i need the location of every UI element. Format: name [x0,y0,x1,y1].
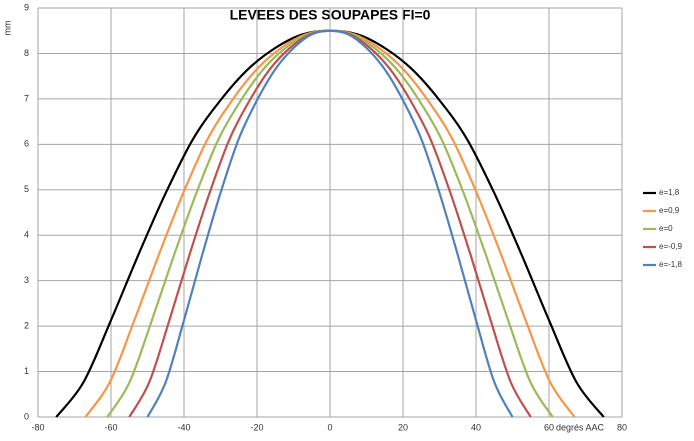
legend-label: e=1,8 [659,188,680,197]
y-axis-label: mm [2,21,12,36]
x-tick-label: 20 [398,422,408,432]
legend-label: e=0 [659,224,673,233]
x-tick-label: -60 [104,422,117,432]
y-tick-label: 8 [24,48,29,58]
series-line [146,29,514,418]
x-tick-label: -40 [177,422,190,432]
x-tick-label: -20 [250,422,263,432]
y-tick-label: 0 [24,411,29,421]
y-tick-label: 1 [24,366,29,376]
y-tick-label: 9 [24,2,29,12]
y-tick-label: 2 [24,320,29,330]
legend-label: e=0,9 [659,206,680,215]
y-tick-label: 3 [24,275,29,285]
y-tick-label: 5 [24,184,29,194]
x-tick-label: 40 [471,422,481,432]
x-tick-label: 80 [617,422,627,432]
x-tick-label: 60 [544,422,554,432]
y-tick-label: 6 [24,139,29,149]
legend-label: e=-0,9 [659,242,682,251]
legend-label: e=-1,8 [659,260,682,269]
x-axis-label: degrés AAC [556,422,605,432]
y-tick-label: 4 [24,230,29,240]
y-tick-label: 7 [24,93,29,103]
x-tick-label: -80 [31,422,44,432]
x-tick-label: 0 [327,422,332,432]
